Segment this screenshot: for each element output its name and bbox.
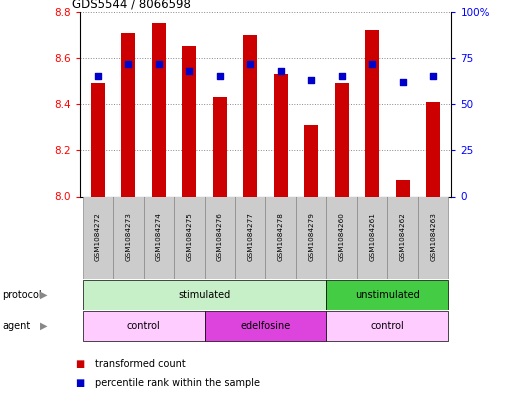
Text: GSM1084260: GSM1084260	[339, 212, 345, 261]
Text: GSM1084276: GSM1084276	[217, 212, 223, 261]
Text: protocol: protocol	[3, 290, 42, 300]
Bar	[235, 196, 266, 279]
Text: GSM1084262: GSM1084262	[400, 212, 406, 261]
Bar	[183, 46, 196, 196]
Text: GSM1084277: GSM1084277	[247, 212, 253, 261]
Bar	[365, 30, 379, 196]
Point	[124, 61, 132, 67]
Text: ▶: ▶	[40, 290, 47, 300]
Bar	[387, 196, 418, 279]
Text: unstimulated: unstimulated	[355, 290, 420, 300]
Text: control: control	[370, 321, 404, 331]
Bar	[83, 196, 113, 279]
Bar	[205, 196, 235, 279]
Text: agent: agent	[3, 321, 31, 331]
Point	[368, 61, 376, 67]
Bar	[243, 35, 257, 197]
Bar	[266, 196, 296, 279]
Bar	[326, 196, 357, 279]
Text: edelfosine: edelfosine	[241, 321, 290, 331]
Text: GSM1084261: GSM1084261	[369, 212, 375, 261]
Text: GSM1084275: GSM1084275	[186, 212, 192, 261]
Point	[338, 73, 346, 79]
Bar	[205, 311, 326, 341]
Text: ▶: ▶	[40, 321, 47, 331]
Bar	[396, 180, 409, 196]
Point	[246, 61, 254, 67]
Point	[429, 73, 437, 79]
Bar	[144, 196, 174, 279]
Bar	[122, 33, 135, 196]
Bar	[326, 280, 448, 310]
Bar	[335, 83, 348, 196]
Point	[155, 61, 163, 67]
Bar	[152, 23, 166, 196]
Point	[307, 77, 315, 83]
Text: ■: ■	[75, 358, 84, 369]
Bar	[83, 311, 205, 341]
Text: GSM1084263: GSM1084263	[430, 212, 436, 261]
Point	[185, 68, 193, 74]
Bar	[91, 83, 105, 196]
Text: transformed count: transformed count	[95, 358, 186, 369]
Bar	[213, 97, 227, 196]
Text: control: control	[127, 321, 161, 331]
Text: GSM1084273: GSM1084273	[125, 212, 131, 261]
Text: GSM1084278: GSM1084278	[278, 212, 284, 261]
Bar	[418, 196, 448, 279]
Text: GSM1084279: GSM1084279	[308, 212, 314, 261]
Bar	[113, 196, 144, 279]
Bar	[304, 125, 318, 196]
Bar	[426, 102, 440, 196]
Point	[399, 79, 407, 85]
Bar	[83, 280, 326, 310]
Bar	[326, 311, 448, 341]
Text: GDS5544 / 8066598: GDS5544 / 8066598	[72, 0, 191, 11]
Text: stimulated: stimulated	[179, 290, 231, 300]
Bar	[174, 196, 205, 279]
Point	[215, 73, 224, 79]
Bar	[274, 74, 288, 196]
Text: ■: ■	[75, 378, 84, 388]
Text: percentile rank within the sample: percentile rank within the sample	[95, 378, 260, 388]
Bar	[357, 196, 387, 279]
Point	[277, 68, 285, 74]
Text: GSM1084274: GSM1084274	[156, 212, 162, 261]
Text: GSM1084272: GSM1084272	[95, 212, 101, 261]
Bar	[296, 196, 326, 279]
Point	[94, 73, 102, 79]
